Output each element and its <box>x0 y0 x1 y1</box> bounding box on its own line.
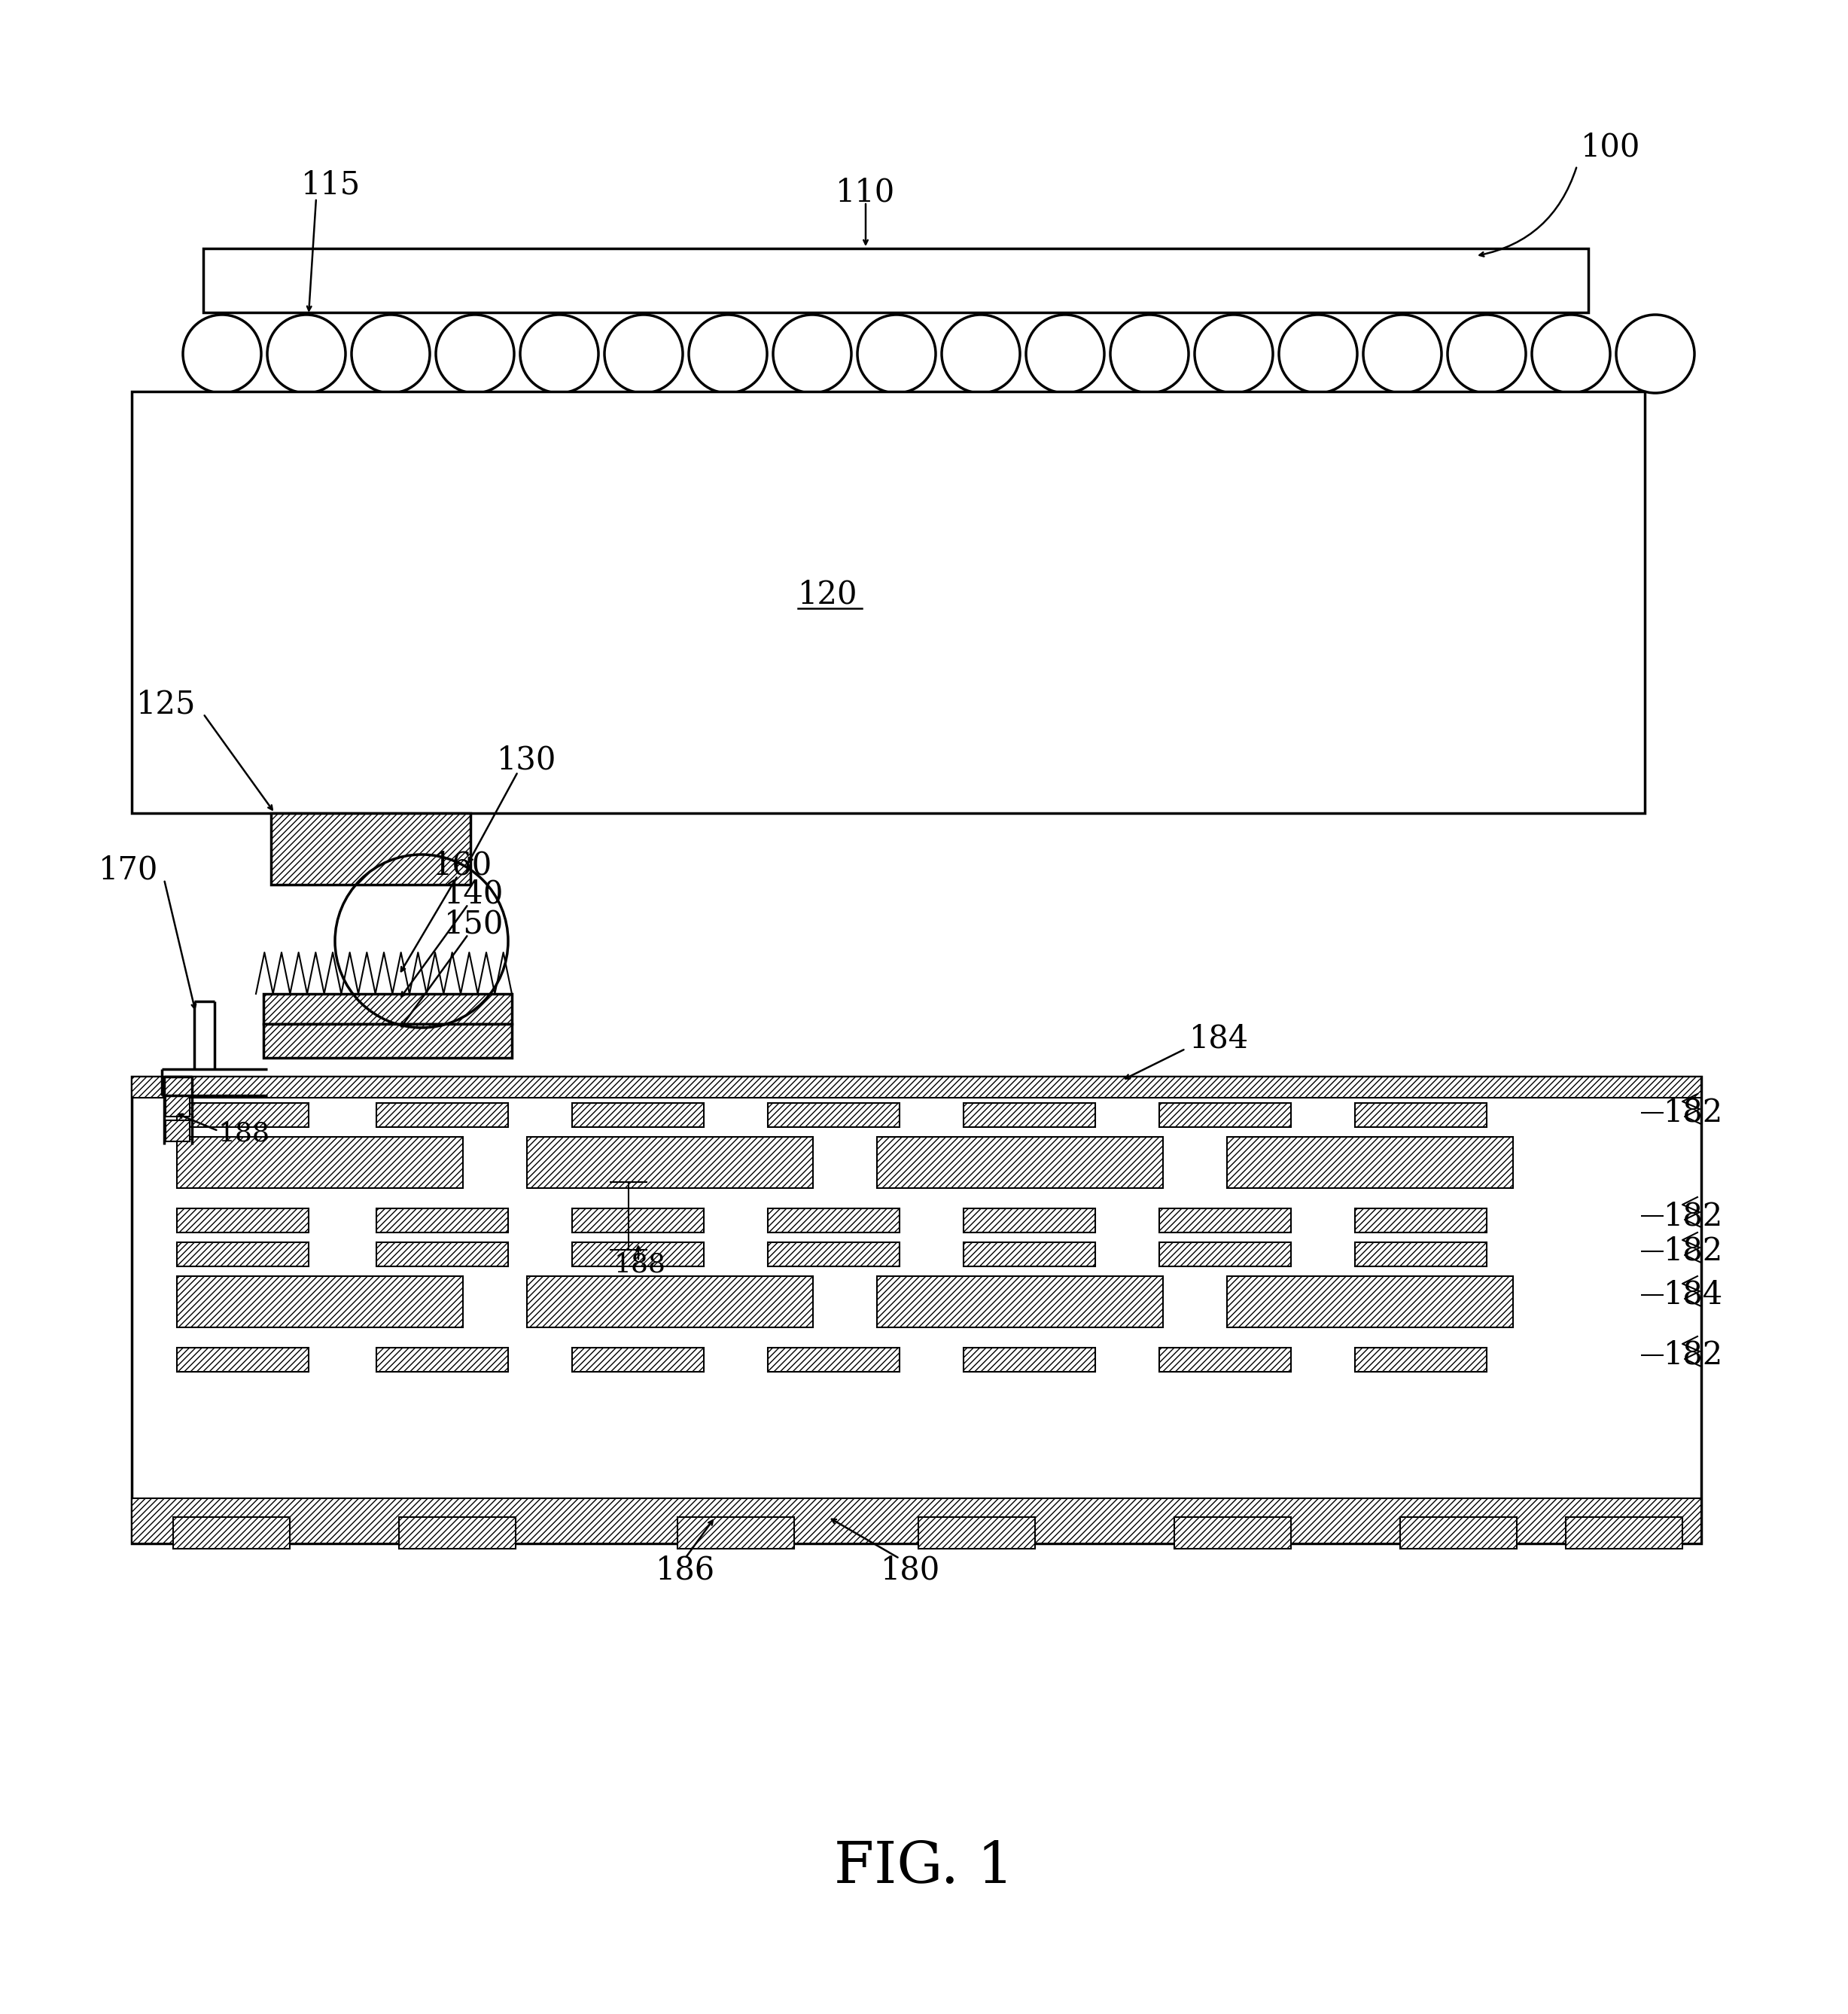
Bar <box>767 1104 900 1128</box>
Bar <box>573 1243 704 1267</box>
Text: 182: 182 <box>1663 1235 1724 1267</box>
Bar <box>177 1208 309 1233</box>
Text: 100: 100 <box>1580 131 1641 163</box>
Text: 170: 170 <box>98 854 159 886</box>
Text: 186: 186 <box>656 1555 715 1585</box>
Bar <box>678 1517 795 1549</box>
Bar <box>177 1104 309 1128</box>
Text: 182: 182 <box>1663 1098 1724 1128</box>
Bar <box>377 1243 508 1267</box>
Bar <box>166 1120 190 1142</box>
Bar <box>767 1208 900 1233</box>
Bar <box>1159 1208 1292 1233</box>
Bar <box>918 1517 1035 1549</box>
Bar <box>131 391 1645 814</box>
Bar <box>174 1517 290 1549</box>
Bar <box>963 1347 1096 1372</box>
Text: 184: 184 <box>1663 1279 1722 1311</box>
Bar <box>131 1077 1702 1543</box>
Text: 182: 182 <box>1663 1200 1724 1233</box>
Bar <box>264 1023 512 1057</box>
Bar <box>573 1208 704 1233</box>
Bar <box>573 1347 704 1372</box>
Bar <box>1159 1347 1292 1372</box>
Text: 188: 188 <box>614 1253 665 1277</box>
Bar <box>1227 1136 1514 1188</box>
Bar <box>272 814 471 884</box>
Bar <box>1227 1277 1514 1327</box>
Text: 140: 140 <box>444 878 505 910</box>
Bar <box>377 1208 508 1233</box>
Bar <box>1355 1208 1486 1233</box>
Bar <box>1355 1104 1486 1128</box>
Bar <box>177 1136 464 1188</box>
Text: 182: 182 <box>1663 1339 1724 1372</box>
Text: 188: 188 <box>218 1120 270 1146</box>
Bar <box>1401 1517 1517 1549</box>
Bar <box>177 1277 464 1327</box>
Bar <box>377 1104 508 1128</box>
Text: 150: 150 <box>444 908 505 941</box>
Text: 180: 180 <box>881 1555 941 1585</box>
Bar <box>166 1096 190 1116</box>
Bar <box>1173 1517 1292 1549</box>
Bar <box>1355 1347 1486 1372</box>
Bar <box>264 993 512 1023</box>
Bar <box>573 1104 704 1128</box>
Text: 130: 130 <box>497 745 556 775</box>
Bar <box>177 1347 309 1372</box>
Bar <box>1159 1104 1292 1128</box>
Bar <box>131 1498 1702 1543</box>
Bar <box>527 1277 813 1327</box>
Bar <box>1565 1517 1682 1549</box>
Bar <box>177 1243 309 1267</box>
Bar <box>399 1517 516 1549</box>
Text: 160: 160 <box>432 850 493 882</box>
Text: 125: 125 <box>137 689 196 719</box>
Bar <box>1159 1243 1292 1267</box>
Bar <box>767 1347 900 1372</box>
Text: FIG. 1: FIG. 1 <box>833 1839 1013 1895</box>
Bar <box>878 1136 1162 1188</box>
Bar <box>131 1077 1702 1098</box>
Bar <box>963 1104 1096 1128</box>
Bar <box>963 1243 1096 1267</box>
Text: 110: 110 <box>835 175 896 207</box>
Text: 184: 184 <box>1190 1023 1249 1055</box>
Bar <box>1355 1243 1486 1267</box>
Text: 115: 115 <box>301 169 360 199</box>
Bar <box>878 1277 1162 1327</box>
Bar <box>203 248 1587 312</box>
Bar <box>377 1347 508 1372</box>
Text: 120: 120 <box>798 578 857 610</box>
Bar <box>527 1136 813 1188</box>
Bar <box>963 1208 1096 1233</box>
Bar <box>767 1243 900 1267</box>
